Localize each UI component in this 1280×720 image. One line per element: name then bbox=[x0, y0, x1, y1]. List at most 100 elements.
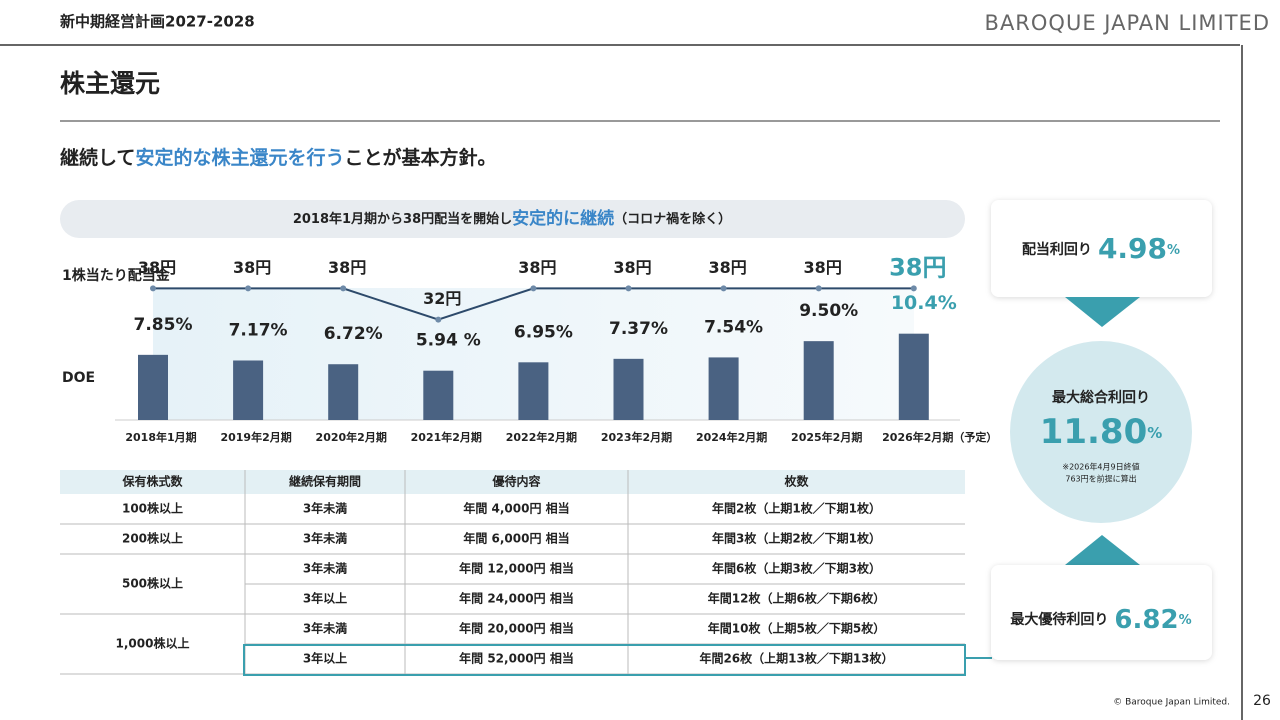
shares-cell: 1,000株以上 bbox=[116, 636, 190, 651]
page-number: 26 bbox=[1253, 693, 1271, 709]
dividend-point bbox=[815, 285, 822, 292]
bar bbox=[233, 360, 264, 420]
dividend-point bbox=[435, 316, 442, 323]
table-cell: 年間26枚（上期13枚／下期13枚） bbox=[699, 651, 893, 666]
x-tick-label: 2018年1月期 bbox=[125, 430, 196, 444]
x-tick-label: 2024年2月期 bbox=[696, 430, 767, 444]
unit: % bbox=[1179, 613, 1192, 628]
table-cell: 年間 4,000円 相当 bbox=[463, 501, 569, 516]
bar-value-label: 10.4% bbox=[891, 292, 957, 314]
x-tick-label: 2026年2月期（予定） bbox=[882, 430, 997, 444]
note: 763円を前提に算出 bbox=[1065, 474, 1136, 484]
table-header: 保有株式数 bbox=[121, 474, 183, 489]
dividend-point bbox=[720, 285, 727, 292]
line-value-label: 38円 bbox=[328, 258, 366, 277]
banner-text: 2018年1月期から38円配当を開始し安定的に継続（コロナ禍を除く） bbox=[293, 208, 731, 229]
banner-post: （コロナ禍を除く） bbox=[614, 211, 731, 227]
shares-cell: 200株以上 bbox=[122, 531, 183, 546]
line-value-label: 38円 bbox=[889, 253, 946, 281]
x-tick-label: 2022年2月期 bbox=[506, 430, 577, 444]
bar bbox=[708, 357, 739, 420]
plan: 新中期経営計画2027-2028 bbox=[60, 13, 255, 31]
bar bbox=[803, 341, 834, 420]
table-header: 優待内容 bbox=[491, 474, 540, 489]
shares-cell: 100株以上 bbox=[122, 501, 183, 516]
total-label: 最大総合利回り bbox=[1052, 389, 1150, 406]
brand: BAROQUE JAPAN LIMITED bbox=[985, 11, 1270, 35]
table-cell: 3年以上 bbox=[303, 591, 347, 606]
title: 株主還元 bbox=[60, 69, 160, 98]
line-value-label: 38円 bbox=[518, 258, 556, 277]
bar bbox=[613, 358, 644, 420]
label: 配当利回り bbox=[1022, 241, 1092, 258]
table-cell: 年間6枚（上期3枚／下期3枚） bbox=[712, 561, 881, 576]
x-tick-label: 2021年2月期 bbox=[411, 430, 482, 444]
lead: 継続して安定的な株主還元を行うことが基本方針。 bbox=[60, 146, 496, 169]
table-cell: 3年以上 bbox=[303, 651, 347, 666]
dividend-point bbox=[340, 285, 347, 292]
table: 保有株式数 継続保有期間 優待内容 枚数100株以上 3年未満 年間 4,000円 相当年… bbox=[60, 470, 965, 675]
table-cell: 年間 20,000円 相当 bbox=[459, 621, 574, 636]
line-value-label: 38円 bbox=[804, 258, 842, 277]
table-cell: 年間12枚（上期6枚／下期6枚） bbox=[708, 591, 885, 606]
x-tick-label: 2020年2月期 bbox=[316, 430, 387, 444]
note: ※2026年4月9日終値 bbox=[1062, 462, 1139, 472]
copyright: © Baroque Japan Limited. bbox=[1113, 698, 1230, 708]
lead-pre: 継続して bbox=[60, 146, 135, 169]
table-cell: 3年未満 bbox=[303, 531, 347, 546]
dividend-point bbox=[530, 285, 537, 292]
table-cell: 3年未満 bbox=[303, 501, 347, 516]
chart: 7.85% 2018年1月期 7.17% 2019年2月期 6.72% 2020年2月期 5… bbox=[125, 253, 997, 444]
value: 6.82 bbox=[1114, 605, 1178, 635]
value: 4.98 bbox=[1098, 232, 1167, 265]
bar bbox=[423, 370, 454, 420]
dividend-box bbox=[991, 200, 1212, 297]
bar-value-label: 7.85% bbox=[134, 315, 193, 335]
bar-label: DOE bbox=[62, 370, 95, 386]
benefit-yield: 最大優待利回り 6.82% bbox=[1010, 605, 1191, 635]
line-value-label: 38円 bbox=[138, 258, 176, 277]
unit: % bbox=[1167, 243, 1180, 258]
value: 11.80 bbox=[1040, 412, 1148, 452]
bar-value-label: 7.37% bbox=[609, 319, 668, 339]
line-label: 1株当たり配当金 bbox=[62, 267, 171, 284]
banner-em: 安定的に継続 bbox=[512, 208, 614, 229]
label: 最大優待利回り bbox=[1010, 611, 1108, 628]
table-cell: 年間 24,000円 相当 bbox=[459, 591, 574, 606]
table-cell: 年間10枚（上期5枚／下期5枚） bbox=[708, 621, 885, 636]
bar-value-label: 7.17% bbox=[229, 320, 288, 340]
highlight-row bbox=[243, 644, 966, 676]
dividend-point bbox=[625, 285, 632, 292]
unit: % bbox=[1147, 424, 1162, 442]
table-cell: 年間3枚（上期2枚／下期1枚） bbox=[712, 531, 881, 546]
arrow-down bbox=[1065, 297, 1140, 327]
bar bbox=[138, 354, 168, 420]
table-header: 継続保有期間 bbox=[289, 474, 361, 489]
table-cell: 3年未満 bbox=[303, 561, 347, 576]
table-cell: 年間 6,000円 相当 bbox=[463, 531, 569, 546]
bar bbox=[328, 364, 359, 420]
dividend-point bbox=[245, 285, 252, 292]
line-value-label: 38円 bbox=[613, 258, 651, 277]
table-cell: 年間2枚（上期1枚／下期1枚） bbox=[712, 501, 881, 516]
dividend-point bbox=[150, 285, 156, 292]
banner bbox=[60, 200, 965, 238]
bar bbox=[898, 333, 929, 420]
bar-value-label: 6.95% bbox=[514, 322, 573, 342]
banner-pre: 2018年1月期から38円配当を開始し bbox=[293, 211, 512, 227]
line-value-label: 32円 bbox=[423, 289, 461, 308]
table-cell: 年間 52,000円 相当 bbox=[459, 651, 574, 666]
bar-value-label: 6.72% bbox=[324, 324, 383, 344]
x-tick-label: 2025年2月期 bbox=[791, 430, 862, 444]
table-cell: 年間 12,000円 相当 bbox=[459, 561, 574, 576]
lead-post: ことが基本方針。 bbox=[344, 146, 496, 169]
table-cell: 3年未満 bbox=[303, 621, 347, 636]
shares-cell: 500株以上 bbox=[122, 576, 183, 591]
table-header-bg bbox=[60, 470, 965, 494]
x-tick-label: 2023年2月期 bbox=[601, 430, 672, 444]
total-yield: 11.80% bbox=[1040, 412, 1163, 452]
table-header: 枚数 bbox=[784, 474, 809, 489]
bar-value-label: 5.94 % bbox=[416, 331, 481, 351]
x-tick-label: 2019年2月期 bbox=[220, 430, 291, 444]
